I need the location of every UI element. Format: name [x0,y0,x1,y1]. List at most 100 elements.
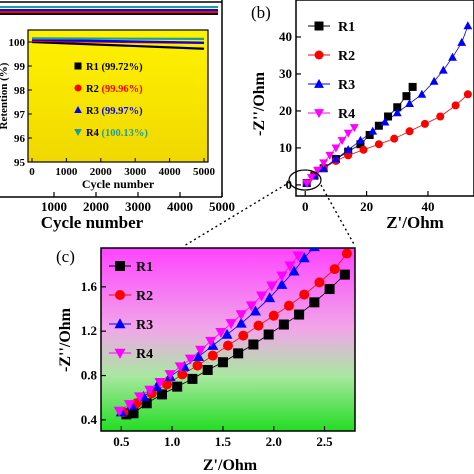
panel-c-point-R1 [324,284,335,295]
zoom-guide-right [320,184,356,247]
panel-c-point-R4 [256,291,268,302]
panel-c-legend-marker-R1 [115,261,125,271]
panel-b-point-R4 [302,179,312,188]
panel-b-point-R3 [463,21,473,30]
panel-b-x-axis-label: Z'/Ohm [386,213,444,232]
panel-b-point-R2 [344,151,353,160]
panel-c: (c) 0.5 1.0 1.5 2.0 2.5 0.4 0.8 1.2 1.6 R1 R2 R3 R4… [56,247,356,474]
panel-c-y-tick-label: 1.2 [81,323,97,338]
panel-b-point-R3 [319,163,329,172]
panel-b-point-R2 [451,101,460,110]
panel-c-point-R2 [341,248,352,259]
inset-x-axis-label: Cycle number [82,177,155,191]
panel-a-x-tick-label: 5000 [209,199,235,214]
panel-c-legend-marker-R2 [115,290,125,300]
panel-a: 1000 2000 3000 4000 5000 Cycle number 959697… [0,0,235,232]
panel-b-y-tick-label: 40 [279,29,292,44]
panel-c-point-R3 [235,317,247,328]
panel-c-legend-label-R4: R4 [136,347,153,362]
panel-b-point-R4 [306,174,316,183]
panel-c-point-R2 [238,330,249,341]
panel-b-y-tick-label: 20 [279,103,292,118]
panel-c-point-R4 [174,362,186,373]
panel-c-point-R3 [298,252,310,263]
panel-c-point-R4 [184,354,196,365]
panel-c-point-R4 [292,251,304,262]
panel-b-legend-marker-R1 [314,21,324,31]
panel-b-point-R2 [374,140,383,149]
panel-c-point-R4 [276,271,288,282]
panel-b-point-R4 [337,137,347,146]
panel-c-point-R4 [134,392,146,403]
panel-c-y-tick-label: 1.6 [81,279,98,294]
panel-c-point-R4 [154,377,166,388]
panel-b-point-R4 [349,124,359,133]
panel-b-point-R1 [402,92,411,101]
panel-c-point-R3 [207,339,219,350]
panel-c-point-R1 [141,398,152,409]
panel-c-point-R3 [308,248,320,252]
panel-c-letter: (c) [56,247,75,266]
inset-x-tick-label: 3000 [124,166,147,178]
inset-x-tick-label: 0 [29,166,35,178]
inset-legend-marker-R2 [74,84,82,92]
panel-c-point-R2 [177,369,188,380]
panel-b-point-R3 [405,98,414,107]
panel-c-point-R1 [156,389,167,400]
panel-b-point-R3 [380,117,390,126]
panel-c-point-R3 [264,292,276,303]
panel-b-legend-label-R2: R2 [338,49,355,64]
panel-c-point-R1 [294,309,305,320]
inset-legend-marker-R1 [74,62,82,70]
inset-y-tick-label: 99 [14,61,26,73]
inset-legend-label-R2: R2 (99.96%) [86,84,143,95]
inset-y-tick-label: 97 [14,109,26,121]
panel-b-point-R1 [393,103,402,112]
panel-c-point-R1 [187,373,198,384]
panel-b-x-tick-label: 20 [360,199,373,214]
panel-c-legend-label-R2: R2 [136,289,153,304]
panel-a-x-axis-label: Cycle number [41,213,144,232]
panel-c-point-R2 [268,310,279,321]
panel-b-y-axis-label: -Z''/Ohm [251,71,268,136]
zoom-ellipse [288,169,322,191]
inset-legend-marker-R3 [74,105,82,113]
panel-b-legend-marker-R4 [314,109,324,119]
panel-c-y-axis-label: -Z''/Ohm [57,307,74,372]
panel-c-point-R4 [164,370,176,381]
inset-y-tick-label: 95 [14,157,26,169]
panel-c-x-axis-label: Z'/Ohm [203,457,258,474]
inset-y-tick-label: 96 [14,133,26,145]
panel-a-x-tick-label: 2000 [83,199,109,214]
panel-b-point-R3 [438,65,448,74]
panel-b-point-R1 [356,140,365,149]
panel-b-point-R4 [313,166,322,175]
panel-c-point-R1 [217,357,228,368]
panel-b-legend-label-R1: R1 [338,20,355,35]
panel-b-legend-label-R3: R3 [338,78,355,93]
panel-c-point-R3 [276,278,288,289]
panel-c-point-R4 [235,310,247,321]
inset-legend-label-R3: R3 (99.97%) [86,106,143,117]
panel-a-x-tick-label: 3000 [125,199,151,214]
panel-c-point-R4 [284,261,296,272]
panel-c-legend-marker-R4 [114,348,126,359]
panel-b-point-R1 [365,130,374,139]
panel-c-point-R3 [288,265,300,276]
panel-c-point-R1 [309,297,320,308]
panel-c-point-R4 [215,328,227,339]
panel-b-point-R3 [356,135,365,144]
panel-b-legend-label-R4: R4 [338,107,355,122]
panel-b-point-R2 [463,90,472,99]
panel-a-x-tick-label: 1000 [41,199,67,214]
panel-b-letter: (b) [251,3,271,22]
panel-c-legend-marker-R3 [114,318,126,329]
panel-c-point-R2 [299,289,310,300]
panel-c-point-R4 [205,336,217,347]
panel-c-point-R1 [202,365,213,375]
panel-c-x-tick-label: 2.0 [266,434,282,449]
panel-b-point-R3 [331,154,341,163]
panel-b-y-tick-label: 30 [279,66,292,81]
panel-c-point-R2 [192,360,203,371]
panel-b-point-R2 [420,119,429,128]
